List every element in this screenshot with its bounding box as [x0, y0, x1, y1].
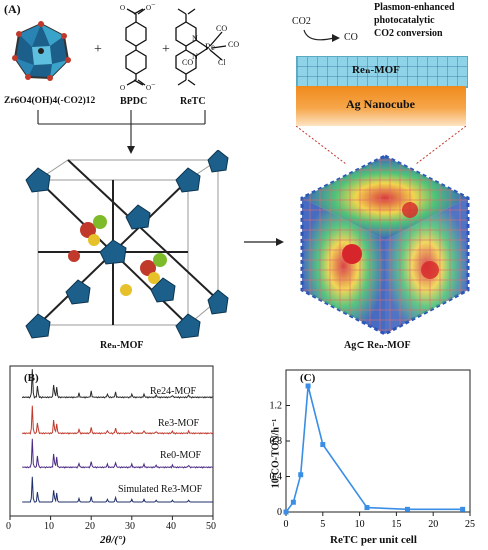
ton-data-point [283, 509, 289, 515]
xrd-xtick-40: 40 [166, 521, 176, 532]
ton-data-point [298, 472, 304, 478]
mof-layer-band [296, 56, 468, 88]
retc-co3-label: CO [182, 58, 194, 67]
ton-series-line [285, 385, 463, 513]
zr6-cluster-graphic [12, 21, 71, 81]
bpdc-structure: O O O O [120, 4, 151, 90]
composite-caption: Ag⊂ Reₙ-MOF [344, 340, 411, 351]
ton-data-point [404, 506, 410, 512]
retc-co1-label: CO [216, 24, 228, 33]
retc-n1-label: N [192, 34, 198, 43]
retc-structure [175, 8, 227, 86]
ton-chart: 0 0.4 0.8 1.2 0 5 10 15 20 25 [270, 369, 475, 530]
ton-data-point [290, 499, 296, 505]
ton-ytick-label: 1.2 [270, 401, 283, 412]
ton-ytick-label: 0 [277, 507, 282, 518]
ton-xtick-label: 0 [284, 519, 289, 530]
xrd-xtick-30: 30 [125, 521, 135, 532]
zoom-lines [295, 126, 467, 165]
bpdc-minus-top: − [151, 0, 156, 9]
ton-data-point [364, 505, 370, 511]
ren-mof-structure [25, 150, 229, 339]
ton-xtick-label: 5 [320, 519, 325, 530]
plasmon-title-line3: CO2 conversion [374, 28, 443, 39]
ton-xtick-label: 15 [391, 519, 401, 530]
xrd-trace-3 [22, 476, 213, 503]
co2-to-co-arrow [303, 29, 340, 42]
bpdc-label: BPDC [120, 96, 148, 107]
svg-text:O: O [120, 84, 125, 90]
ton-data-point [320, 442, 326, 448]
ton-ytick-label: 0.4 [270, 472, 283, 483]
ton-data-point [460, 506, 466, 512]
svg-text:O: O [146, 4, 151, 12]
xrd-xlabel: 2θ/(°) [100, 534, 126, 546]
xrd-trace-1 [22, 405, 214, 435]
svg-text:O: O [120, 4, 125, 12]
ton-ytick-label: 0.8 [270, 436, 283, 447]
ton-xlabel: ReTC per unit cell [330, 534, 417, 546]
retc-label: ReTC [180, 96, 206, 107]
ton-xtick-label: 25 [465, 519, 475, 530]
synthesis-arrows [37, 110, 206, 154]
cluster-label: Zr6O4(OH)4(-CO2)12 [4, 96, 96, 106]
plus-sign-1: + [94, 42, 102, 57]
to-composite-arrow [244, 238, 284, 246]
co2-label: CO2 [292, 16, 311, 27]
co-label: CO [344, 32, 358, 43]
panel-b-tag: (B) [24, 372, 39, 384]
retc-re-label: Re [205, 42, 215, 52]
xrd-traces [21, 369, 214, 503]
retc-cl-label: Cl [218, 58, 226, 67]
panel-c-tag: (C) [300, 372, 316, 384]
xrd-label-re3: Re3-MOF [158, 418, 200, 429]
xrd-label-simulated: Simulated Re3-MOF [118, 484, 203, 495]
ton-xtick-label: 10 [355, 519, 365, 530]
plasmon-title-line2: photocatalytic [374, 15, 435, 26]
xrd-xtick-20: 20 [85, 521, 95, 532]
xrd-xtick-50: 50 [206, 521, 216, 532]
panel-a-tag: (A) [4, 2, 21, 16]
svg-text:O: O [146, 84, 151, 90]
ton-data-point [305, 383, 311, 389]
mof-layer-label: Reₙ-MOF [352, 64, 400, 76]
xrd-trace-2 [22, 438, 214, 469]
xrd-label-re24: Re24-MOF [150, 386, 197, 397]
ton-ylabel: 10³CO-TON/h⁻¹ [270, 418, 282, 489]
xrd-label-re0: Re0-MOF [160, 450, 202, 461]
ag-nanocube-band [296, 86, 466, 126]
ag-mof-nanocube [300, 154, 470, 336]
plasmon-title-line1: Plasmon-enhanced [374, 2, 455, 13]
plus-sign-2: + [162, 42, 170, 57]
xrd-chart [9, 365, 214, 520]
ag-nanocube-label: Ag Nanocube [346, 97, 416, 111]
retc-co2-label: CO [228, 40, 240, 49]
xrd-xtick-10: 10 [44, 521, 54, 532]
xrd-trace-0 [21, 369, 214, 399]
bpdc-minus-bottom: − [151, 80, 156, 89]
retc-n2-label: N [192, 52, 198, 61]
mof-caption: Reₙ-MOF [100, 340, 144, 351]
xrd-xtick-0: 0 [6, 521, 11, 532]
ton-xtick-label: 20 [428, 519, 438, 530]
